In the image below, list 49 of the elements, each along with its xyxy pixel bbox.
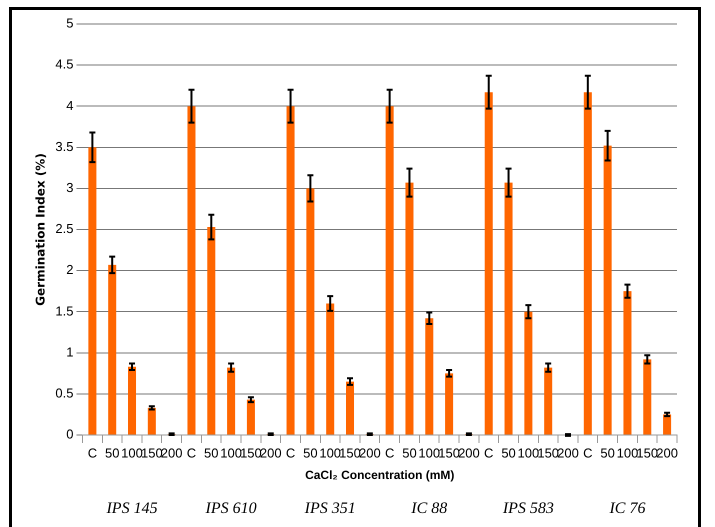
x-tick-label: 200 [557,445,579,460]
x-tick-label: C [286,445,296,460]
text: IPS 145 [105,500,158,518]
x-tick-label: 200 [260,445,282,460]
text: IC 76 [608,500,646,518]
x-tick-label: 50 [204,445,219,460]
y-tick-label: 3.5 [55,138,74,154]
y-tick-label: 0.5 [55,385,74,400]
x-tick-label: 150 [240,445,262,460]
x-tick-label: 50 [104,445,120,460]
x-tick-label: C [88,445,98,460]
x-tick-label: 50 [600,445,615,460]
x-tick-label: 200 [656,445,678,460]
y-axis-title: Germination Index (%) [33,153,48,306]
x-tick-label: C [484,445,494,460]
x-tick-label: 150 [636,445,658,460]
x-tick-label: 100 [121,445,143,460]
x-tick-label: 200 [458,445,480,460]
y-tick-label: 4.5 [55,56,74,72]
y-tick-label: 4 [66,98,74,113]
x-tick-label: C [186,445,196,460]
y-tick-label: 1 [66,344,74,360]
x-tick-label: C [384,445,394,460]
x-tick-label: 150 [438,445,460,460]
x-axis-title: CaCl₂ Concentration (mM) [305,468,454,482]
x-tick-label: 100 [518,445,540,460]
x-tick-label: 100 [418,445,440,460]
x-tick-label: 150 [140,445,163,460]
y-tick-label: 5 [66,16,74,31]
y-tick-label: 2 [66,262,74,278]
text: IPS 351 [304,500,356,518]
y-tick-label: 3 [66,180,74,195]
x-tick-label: 200 [160,445,183,460]
x-tick-label: 50 [501,445,516,460]
text: IPS 583 [502,500,554,518]
x-tick-label: 200 [358,445,381,460]
text: IC 88 [410,500,448,518]
x-tick-label: 100 [616,445,638,460]
x-tick-label: 100 [220,445,242,460]
text: IPS 610 [204,500,257,518]
x-tick-label: 150 [537,445,560,460]
x-tick-label: 100 [319,445,342,460]
x-tick-label: 50 [402,445,417,460]
x-tick-label: 50 [303,445,318,460]
y-tick-label: 0 [66,426,74,442]
y-tick-label: 2.5 [55,221,74,236]
y-tick-label: 1.5 [55,303,74,318]
x-tick-label: 150 [339,445,361,460]
x-tick-label: C [583,445,593,460]
